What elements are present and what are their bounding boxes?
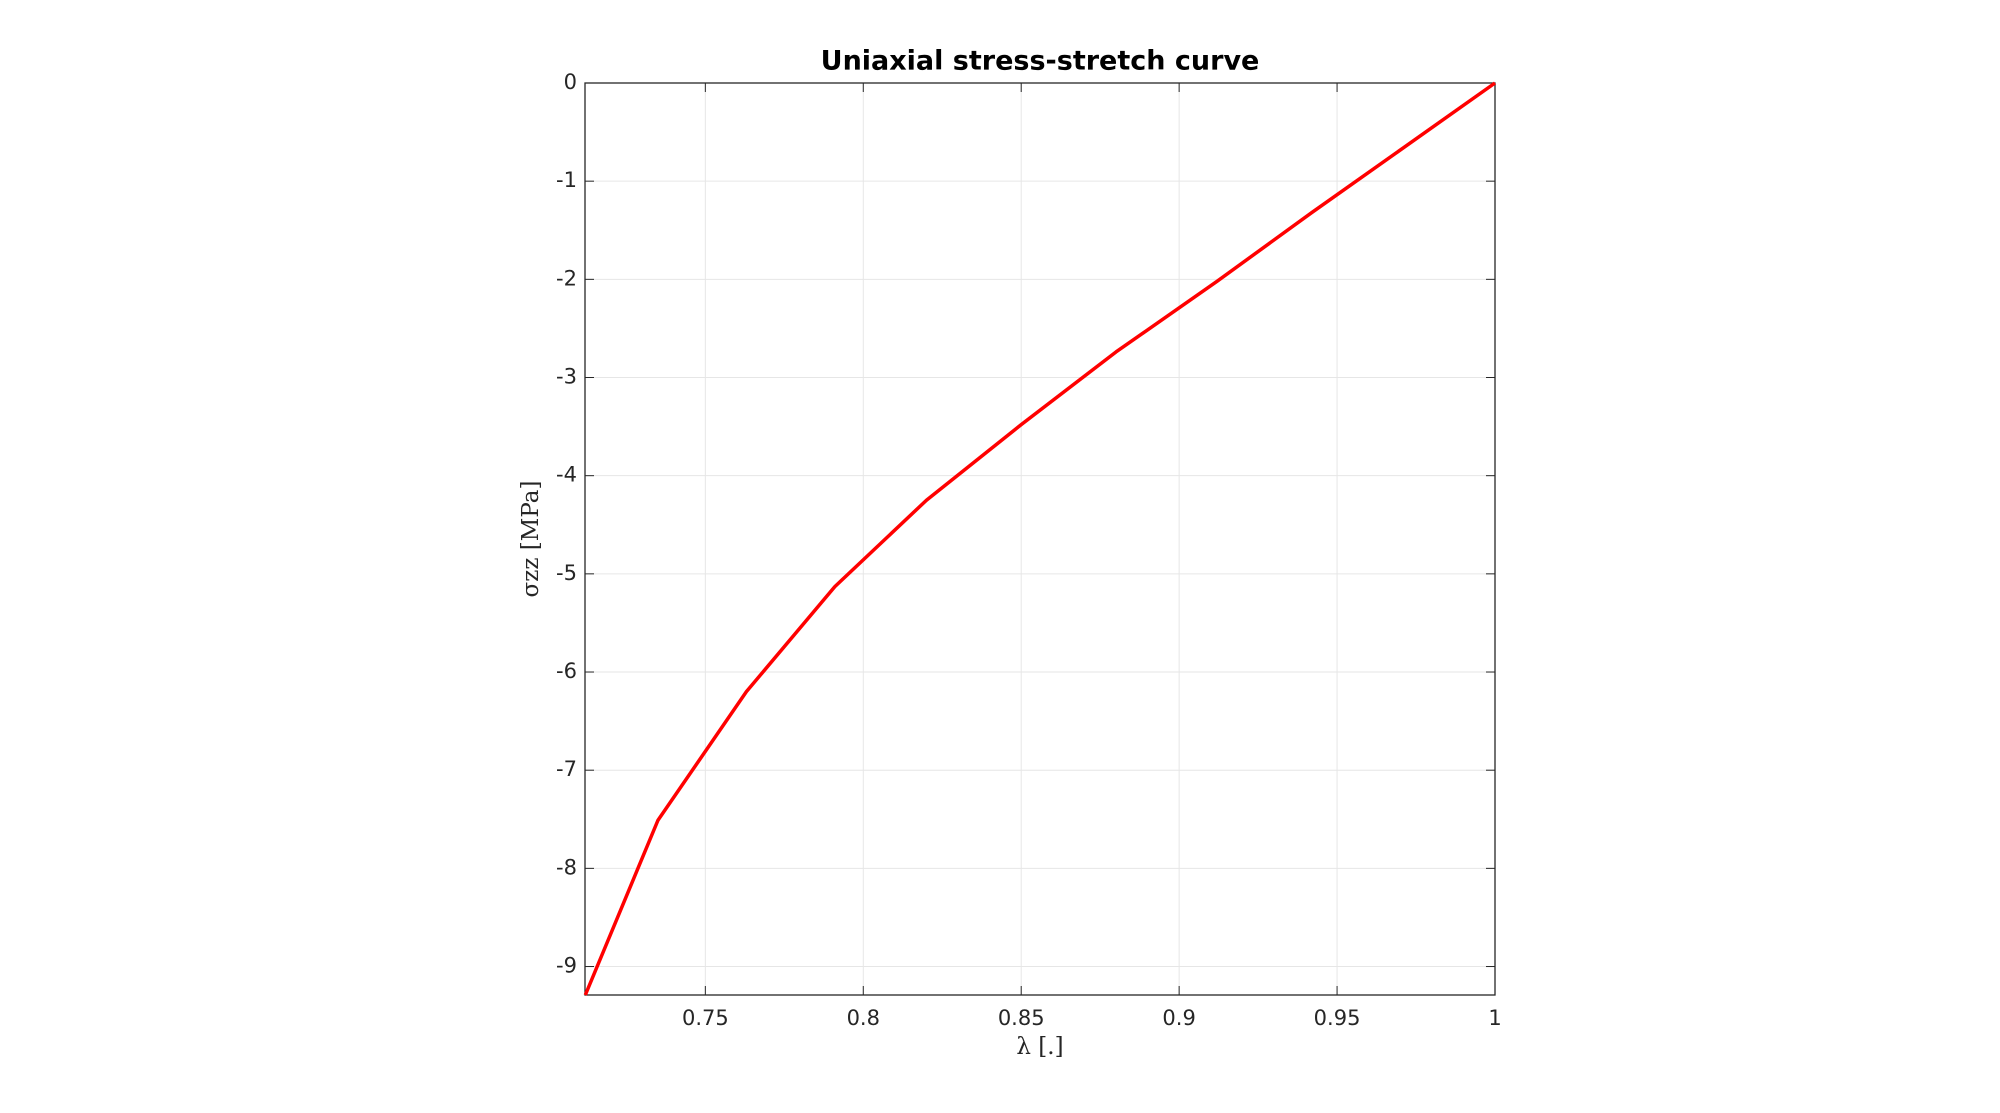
chart-title: Uniaxial stress-stretch curve	[821, 46, 1260, 77]
x-tick-label: 0.8	[847, 1006, 880, 1030]
y-tick-label: -2	[556, 266, 577, 290]
x-tick-label: 0.9	[1162, 1006, 1195, 1030]
y-tick-label: -3	[556, 365, 577, 389]
y-axis-label: σzz [MPa]	[518, 481, 544, 598]
y-tick-label: -6	[556, 659, 577, 683]
data-line	[583, 81, 1497, 996]
y-tick-label: -9	[556, 954, 577, 978]
x-tick-label: 0.85	[998, 1006, 1045, 1030]
y-tick-label: -1	[556, 168, 577, 192]
x-tick-label: 1	[1488, 1006, 1501, 1030]
x-tick-label: 0.75	[682, 1006, 729, 1030]
x-tick-label: 0.95	[1314, 1006, 1361, 1030]
axes-box	[584, 82, 1496, 996]
y-tick-label: -5	[556, 561, 577, 585]
y-tick-label: 0	[564, 70, 577, 94]
y-tick-label: -4	[556, 463, 577, 487]
y-tick-label: -7	[556, 757, 577, 781]
x-axis-label: λ [.]	[1016, 1034, 1063, 1060]
y-tick-label: -8	[556, 855, 577, 879]
